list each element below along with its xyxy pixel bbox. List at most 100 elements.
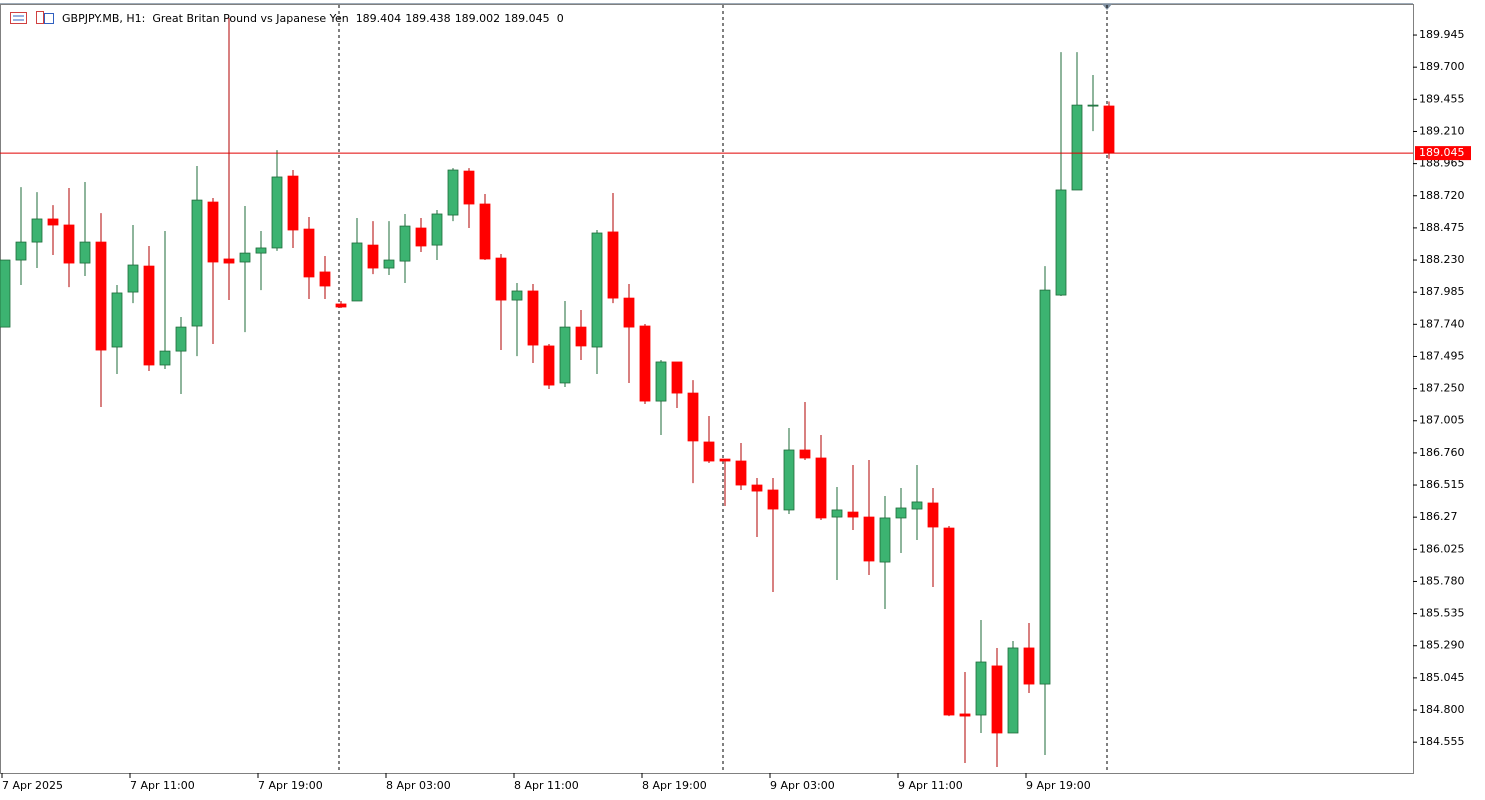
x-tick-label: 8 Apr 03:00 xyxy=(386,779,451,792)
y-tick-label: 187.495 xyxy=(1419,349,1465,362)
candle-body xyxy=(1007,647,1019,734)
candle-body xyxy=(1039,289,1051,685)
candle xyxy=(559,300,571,388)
candle xyxy=(383,221,395,275)
candle xyxy=(223,17,235,301)
candle xyxy=(655,360,667,436)
candle-body xyxy=(1087,104,1099,107)
candle-body xyxy=(623,297,635,328)
candle xyxy=(63,188,75,288)
candle xyxy=(143,246,155,372)
candle-body xyxy=(447,169,459,216)
candle-body xyxy=(975,661,987,716)
x-tick-label: 9 Apr 11:00 xyxy=(898,779,963,792)
y-tick-label: 187.250 xyxy=(1419,382,1465,395)
candle-body xyxy=(15,241,27,261)
y-tick-label: 185.290 xyxy=(1419,639,1465,652)
candle-body xyxy=(79,241,91,264)
candle-body xyxy=(287,175,299,231)
candle xyxy=(47,205,59,256)
y-tick-label: 185.045 xyxy=(1419,671,1465,684)
y-tick-label: 185.780 xyxy=(1419,574,1465,587)
x-tick-label: 7 Apr 19:00 xyxy=(258,779,323,792)
candle-body xyxy=(0,259,11,328)
candle xyxy=(927,488,939,587)
y-tick-label: 189.700 xyxy=(1419,60,1465,73)
candle xyxy=(751,477,763,537)
current-price-box xyxy=(1415,146,1471,161)
icon-list xyxy=(10,12,27,24)
candle-body xyxy=(31,218,43,243)
candle-body xyxy=(159,350,171,366)
candle-body xyxy=(223,258,235,264)
candle-body xyxy=(559,326,571,384)
candle-body xyxy=(367,244,379,269)
candle xyxy=(447,168,459,222)
candle-body xyxy=(911,501,923,510)
candle xyxy=(319,255,331,300)
candle xyxy=(0,259,11,328)
description: Great Britan Pound vs Japanese Yen xyxy=(152,12,348,25)
candle-body xyxy=(751,484,763,492)
candle-body xyxy=(767,489,779,510)
candle-body xyxy=(543,345,555,386)
candle xyxy=(527,284,539,364)
candle-body xyxy=(511,290,523,301)
candle-body xyxy=(527,290,539,346)
candle-body xyxy=(895,507,907,519)
icon-chart xyxy=(44,13,54,24)
candle-body xyxy=(735,460,747,486)
y-tick-label: 188.475 xyxy=(1419,221,1465,234)
candle-body xyxy=(863,516,875,562)
candle-body xyxy=(959,713,971,717)
y-tick-label: 188.230 xyxy=(1419,253,1465,266)
candle xyxy=(1039,266,1051,756)
candle xyxy=(159,231,171,370)
candle xyxy=(623,284,635,383)
header-volume: 0 xyxy=(557,12,564,25)
candle-body xyxy=(607,231,619,299)
candle-body xyxy=(927,502,939,528)
candle-body xyxy=(143,265,155,366)
y-tick-label: 189.210 xyxy=(1419,124,1465,137)
x-tick-label: 7 Apr 2025 xyxy=(2,779,63,792)
candle-body xyxy=(799,449,811,459)
candle xyxy=(399,213,411,283)
candle-body xyxy=(351,242,363,302)
candle-body xyxy=(687,392,699,442)
candle-body xyxy=(383,259,395,269)
candle xyxy=(255,231,267,291)
candle xyxy=(511,282,523,357)
x-tick-label: 8 Apr 11:00 xyxy=(514,779,579,792)
y-tick-label: 186.025 xyxy=(1419,542,1465,555)
candle-body xyxy=(847,511,859,518)
candle-body xyxy=(991,665,1003,734)
candle xyxy=(943,525,955,717)
candle-body xyxy=(255,247,267,254)
candle-body xyxy=(175,326,187,352)
candle xyxy=(271,150,283,251)
candle xyxy=(479,194,491,261)
x-tick-label: 8 Apr 19:00 xyxy=(642,779,707,792)
candle xyxy=(287,170,299,248)
candle xyxy=(863,459,875,576)
candle xyxy=(735,443,747,491)
candle xyxy=(687,380,699,484)
candle-body xyxy=(127,264,139,293)
y-tick-label: 189.455 xyxy=(1419,92,1465,105)
candle xyxy=(335,300,347,309)
candle xyxy=(1023,623,1035,693)
candle xyxy=(543,344,555,389)
candle xyxy=(607,192,619,304)
icon-chart xyxy=(36,11,44,24)
candle-body xyxy=(495,257,507,301)
y-tick-label: 189.945 xyxy=(1419,28,1465,41)
candle-body xyxy=(1023,647,1035,685)
candle xyxy=(367,221,379,275)
candle-body xyxy=(463,170,475,205)
candle-body xyxy=(943,527,955,716)
candle xyxy=(767,477,779,592)
candle xyxy=(719,458,731,507)
candle xyxy=(79,181,91,277)
